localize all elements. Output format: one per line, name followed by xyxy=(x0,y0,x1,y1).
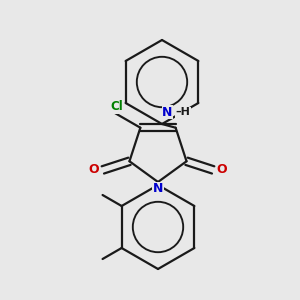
Text: N: N xyxy=(153,182,163,196)
Text: O: O xyxy=(88,164,99,176)
Text: N: N xyxy=(162,106,172,119)
Text: –H: –H xyxy=(176,107,190,117)
Text: Cl: Cl xyxy=(110,100,123,113)
Text: O: O xyxy=(217,164,227,176)
